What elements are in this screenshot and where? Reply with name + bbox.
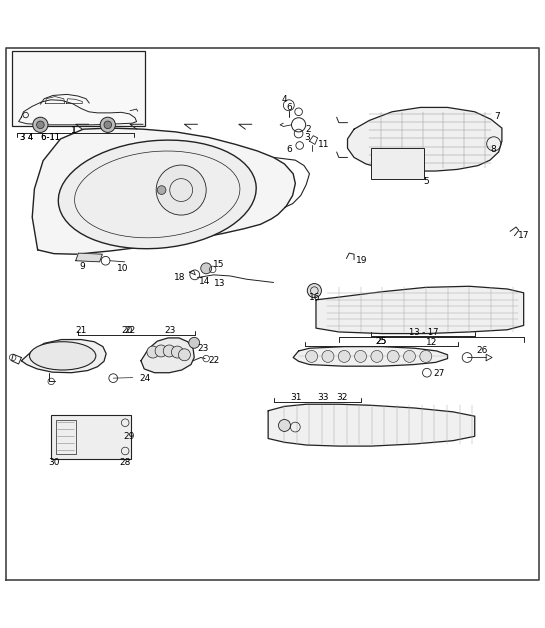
Text: 7: 7 [494,112,500,121]
Circle shape [156,165,206,215]
Text: 6: 6 [286,104,292,112]
Text: 16: 16 [309,293,320,302]
Text: 3: 3 [304,133,310,142]
Polygon shape [32,128,295,254]
Circle shape [355,350,367,362]
Text: 9: 9 [80,263,85,271]
Circle shape [420,350,432,362]
Text: 20: 20 [121,327,132,335]
Polygon shape [76,253,102,262]
Text: 8: 8 [490,145,496,154]
Text: 29: 29 [123,432,135,441]
Text: 23: 23 [165,327,176,335]
Text: 14: 14 [199,277,210,286]
Circle shape [338,350,350,362]
Polygon shape [293,347,447,366]
Text: 12: 12 [426,338,437,347]
Circle shape [100,117,116,133]
FancyBboxPatch shape [372,148,424,179]
Text: 27: 27 [433,369,445,378]
Text: 18: 18 [174,273,185,282]
Text: 28: 28 [119,458,130,467]
Circle shape [306,350,318,362]
Text: 24: 24 [140,374,151,383]
Circle shape [158,186,166,195]
Polygon shape [268,404,475,446]
Circle shape [189,337,199,349]
Text: 6: 6 [287,145,293,154]
Circle shape [155,345,167,357]
FancyBboxPatch shape [11,51,145,126]
Circle shape [178,349,190,360]
Text: 5: 5 [423,177,429,187]
Circle shape [201,263,211,274]
Polygon shape [348,107,502,171]
Text: 4: 4 [282,95,287,104]
Circle shape [403,350,415,362]
Circle shape [104,121,112,129]
Text: 1: 1 [71,126,77,135]
Text: 2: 2 [305,125,311,134]
Ellipse shape [29,342,96,370]
Circle shape [322,350,334,362]
Polygon shape [316,286,524,333]
Text: 3 4   6-11: 3 4 6-11 [20,133,60,143]
Text: 26: 26 [477,347,488,355]
Polygon shape [141,338,194,372]
Circle shape [278,420,290,431]
Text: 17: 17 [518,230,530,240]
FancyBboxPatch shape [51,414,131,459]
Text: 3 4   6-11: 3 4 6-11 [20,133,60,143]
Polygon shape [19,100,137,125]
Text: 25: 25 [376,337,387,345]
Text: 23: 23 [197,344,209,354]
Text: 33: 33 [317,393,329,402]
Text: 22: 22 [124,327,136,335]
Text: 11: 11 [318,140,330,149]
Text: 22: 22 [208,355,220,365]
Text: 19: 19 [356,256,367,265]
Circle shape [307,284,322,298]
Text: 30: 30 [48,458,60,467]
Text: 32: 32 [336,393,348,402]
Circle shape [147,346,159,358]
Circle shape [164,345,175,357]
Text: 13: 13 [214,279,225,288]
Circle shape [171,346,183,358]
Circle shape [387,350,399,362]
Polygon shape [21,340,106,372]
Text: 1: 1 [71,126,77,135]
Text: 13 - 17: 13 - 17 [409,328,438,337]
Circle shape [33,117,48,133]
Polygon shape [40,94,89,104]
Circle shape [371,350,383,362]
Ellipse shape [58,140,256,249]
Text: 21: 21 [75,327,87,335]
Text: 31: 31 [290,393,302,402]
Text: 25: 25 [376,337,387,345]
Text: 10: 10 [117,264,129,273]
Text: 15: 15 [213,260,224,269]
Circle shape [37,121,44,129]
